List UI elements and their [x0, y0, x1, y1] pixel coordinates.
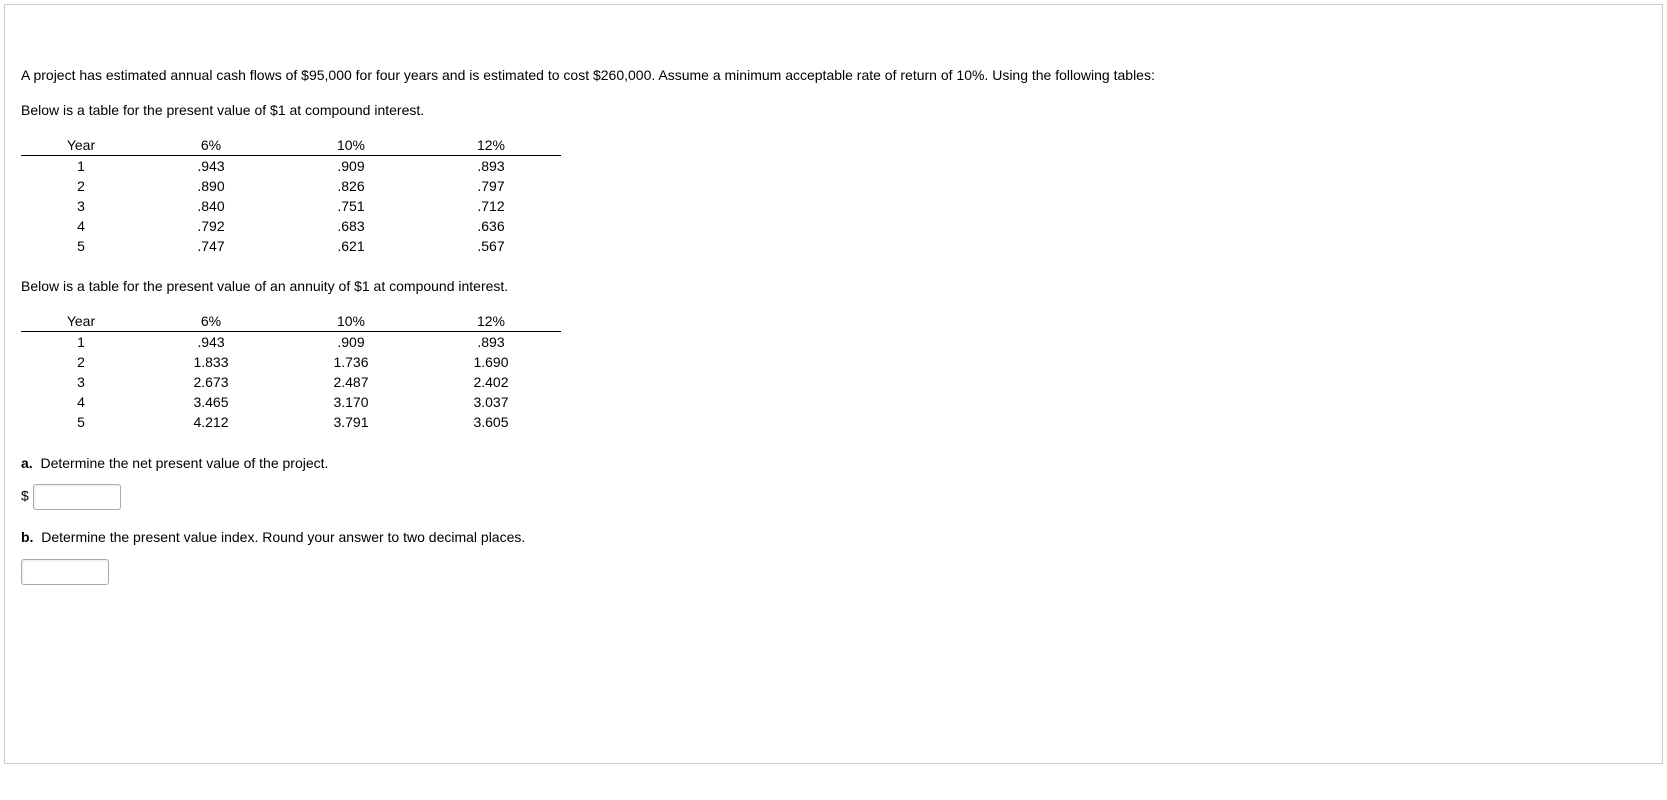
cell-6pct: .943: [141, 332, 281, 353]
problem-intro: A project has estimated annual cash flow…: [21, 65, 1646, 86]
question-b-label: b.: [21, 529, 33, 545]
cell-10pct: 3.791: [281, 412, 421, 432]
cell-12pct: 3.605: [421, 412, 561, 432]
cell-6pct: 3.465: [141, 392, 281, 412]
question-b: b. Determine the present value index. Ro…: [21, 526, 1646, 548]
cell-6pct: .747: [141, 236, 281, 256]
cell-year: 4: [21, 392, 141, 412]
col-header-10pct: 10%: [281, 311, 421, 332]
col-header-6pct: 6%: [141, 135, 281, 156]
question-b-text: Determine the present value index. Round…: [41, 529, 525, 545]
cell-12pct: 3.037: [421, 392, 561, 412]
question-container: A project has estimated annual cash flow…: [4, 4, 1663, 764]
table-row: 43.4653.1703.037: [21, 392, 561, 412]
table2-intro: Below is a table for the present value o…: [21, 276, 1646, 297]
dollar-sign: $: [21, 488, 29, 504]
cell-year: 3: [21, 372, 141, 392]
table-row: 54.2123.7913.605: [21, 412, 561, 432]
table-row: 21.8331.7361.690: [21, 352, 561, 372]
pv-single-table: Year 6% 10% 12% 1.943.909.8932.890.826.7…: [21, 135, 561, 256]
table-row: 4.792.683.636: [21, 216, 561, 236]
table-row: 2.890.826.797: [21, 176, 561, 196]
cell-year: 4: [21, 216, 141, 236]
col-header-12pct: 12%: [421, 311, 561, 332]
top-spacer: [21, 21, 1646, 65]
col-header-10pct: 10%: [281, 135, 421, 156]
table-row: 1.943.909.893: [21, 156, 561, 177]
cell-12pct: .893: [421, 156, 561, 177]
cell-10pct: .909: [281, 332, 421, 353]
cell-10pct: .826: [281, 176, 421, 196]
npv-input[interactable]: [33, 484, 121, 510]
cell-6pct: 4.212: [141, 412, 281, 432]
cell-12pct: 2.402: [421, 372, 561, 392]
cell-10pct: 2.487: [281, 372, 421, 392]
cell-year: 5: [21, 236, 141, 256]
pv-single-tbody: 1.943.909.8932.890.826.7973.840.751.7124…: [21, 156, 561, 257]
table-row: 32.6732.4872.402: [21, 372, 561, 392]
cell-year: 3: [21, 196, 141, 216]
cell-6pct: .840: [141, 196, 281, 216]
cell-year: 2: [21, 176, 141, 196]
pv-index-input[interactable]: [21, 559, 109, 585]
cell-10pct: 3.170: [281, 392, 421, 412]
cell-10pct: .621: [281, 236, 421, 256]
table-row: 1.943.909.893: [21, 332, 561, 353]
cell-12pct: 1.690: [421, 352, 561, 372]
cell-6pct: .792: [141, 216, 281, 236]
cell-6pct: 2.673: [141, 372, 281, 392]
answer-a-row: $: [21, 484, 1646, 510]
cell-12pct: .712: [421, 196, 561, 216]
cell-year: 5: [21, 412, 141, 432]
answer-b-row: [21, 559, 1646, 585]
pv-annuity-tbody: 1.943.909.89321.8331.7361.69032.6732.487…: [21, 332, 561, 433]
cell-10pct: .751: [281, 196, 421, 216]
col-header-year: Year: [21, 311, 141, 332]
cell-6pct: 1.833: [141, 352, 281, 372]
question-a-label: a.: [21, 455, 33, 471]
cell-6pct: .890: [141, 176, 281, 196]
cell-12pct: .636: [421, 216, 561, 236]
cell-10pct: .909: [281, 156, 421, 177]
cell-12pct: .893: [421, 332, 561, 353]
cell-6pct: .943: [141, 156, 281, 177]
table-row: 3.840.751.712: [21, 196, 561, 216]
col-header-6pct: 6%: [141, 311, 281, 332]
question-a-text: Determine the net present value of the p…: [40, 455, 328, 471]
cell-12pct: .797: [421, 176, 561, 196]
cell-year: 1: [21, 156, 141, 177]
table-row: 5.747.621.567: [21, 236, 561, 256]
cell-10pct: .683: [281, 216, 421, 236]
table1-intro: Below is a table for the present value o…: [21, 100, 1646, 121]
pv-annuity-table: Year 6% 10% 12% 1.943.909.89321.8331.736…: [21, 311, 561, 432]
cell-12pct: .567: [421, 236, 561, 256]
question-a: a. Determine the net present value of th…: [21, 452, 1646, 474]
col-header-year: Year: [21, 135, 141, 156]
col-header-12pct: 12%: [421, 135, 561, 156]
cell-year: 1: [21, 332, 141, 353]
cell-year: 2: [21, 352, 141, 372]
cell-10pct: 1.736: [281, 352, 421, 372]
